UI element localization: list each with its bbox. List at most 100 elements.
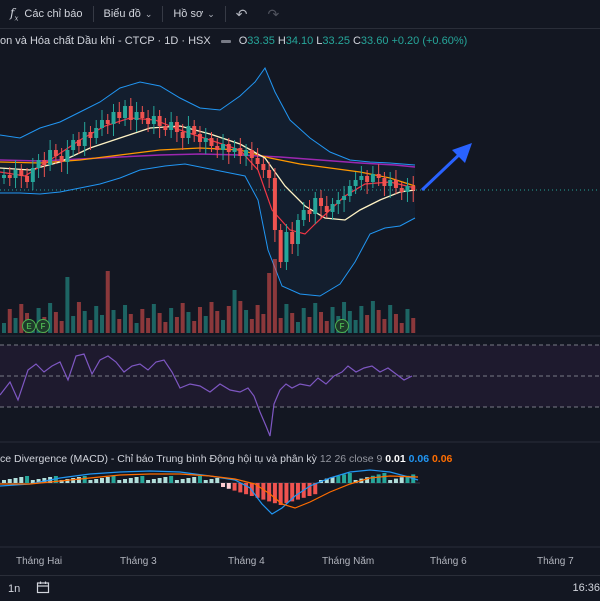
- candle-body: [249, 150, 254, 158]
- macd-histogram-bar: [128, 478, 133, 483]
- event-marker[interactable]: F: [36, 319, 50, 333]
- candle-body: [59, 156, 64, 162]
- volume-bar: [261, 314, 266, 333]
- indicators-button[interactable]: fx Các chỉ báo: [0, 0, 93, 28]
- macd-histogram-bar: [25, 476, 30, 483]
- candle-body: [7, 175, 12, 178]
- macd-histogram-bar: [174, 480, 179, 483]
- chart-type-button[interactable]: Biểu đồ ⌄: [94, 0, 163, 28]
- trend-arrow-icon[interactable]: [420, 143, 472, 192]
- volume-bar: [330, 307, 335, 333]
- clock: 16:36: [572, 582, 600, 594]
- candle-body: [174, 122, 179, 132]
- volume-bar: [209, 302, 214, 333]
- candle-body: [94, 128, 99, 138]
- volume-bar: [376, 310, 381, 333]
- event-marker[interactable]: F: [335, 319, 349, 333]
- macd-histogram-bar: [342, 474, 347, 483]
- volume-bar: [232, 290, 237, 333]
- macd-histogram-bar: [307, 483, 312, 496]
- candle-body: [342, 196, 347, 200]
- volume-bar: [342, 302, 347, 333]
- volume-bar: [82, 311, 87, 333]
- macd-histogram-bar: [284, 483, 289, 504]
- candle-body: [255, 158, 260, 164]
- volume-bar: [94, 306, 99, 333]
- profile-button[interactable]: Hồ sơ ⌄: [163, 0, 224, 28]
- macd-histogram-bar: [221, 483, 226, 487]
- macd-histogram-bar: [330, 477, 335, 483]
- candle-body: [267, 170, 272, 178]
- close-value: 33.60: [360, 35, 389, 47]
- volume-bar: [163, 322, 168, 333]
- collapse-icon[interactable]: [220, 39, 231, 43]
- volume-bar: [388, 305, 393, 333]
- low-label: L: [316, 35, 323, 47]
- macd-histogram-bar: [215, 478, 220, 483]
- redo-button[interactable]: ↷: [257, 0, 289, 28]
- macd-histogram-bar: [19, 477, 24, 483]
- macd-histogram-bar: [347, 473, 352, 483]
- time-label: Tháng 6: [430, 556, 467, 567]
- undo-button[interactable]: ↶: [226, 0, 258, 28]
- time-label: Tháng Hai: [16, 556, 63, 567]
- macd-params: 12 26 close 9: [319, 453, 383, 465]
- volume-bar: [192, 321, 197, 333]
- volume-bar: [48, 303, 53, 333]
- volume-bar: [180, 303, 185, 333]
- event-marker[interactable]: E: [22, 319, 36, 333]
- macd-histogram-bar: [117, 480, 122, 483]
- candle-body: [284, 232, 289, 262]
- volume-bar: [244, 310, 249, 333]
- candle-body: [186, 126, 191, 138]
- open-value: 33.35: [247, 35, 275, 47]
- candle-body: [278, 230, 283, 262]
- volume-bar: [295, 322, 300, 333]
- symbol-title[interactable]: on và Hóa chất Dầu khí - CTCP · 1D · HSX: [0, 35, 211, 47]
- candle-body: [99, 120, 104, 128]
- volume-bar: [267, 273, 272, 333]
- symbol-legend: on và Hóa chất Dầu khí - CTCP · 1D · HSX…: [0, 32, 470, 50]
- macd-histogram-bar: [180, 479, 185, 483]
- function-icon: fx: [10, 5, 19, 23]
- macd-histogram-bar: [82, 476, 87, 483]
- volume-bar: [307, 317, 312, 333]
- time-label: Tháng 4: [228, 556, 265, 567]
- macd-histogram-bar: [59, 480, 64, 483]
- candle-body: [111, 112, 116, 124]
- volume-bar: [99, 315, 104, 333]
- candle-body: [117, 112, 122, 118]
- candle-body: [53, 150, 58, 156]
- candle-body: [382, 178, 387, 186]
- candle-body: [399, 188, 404, 192]
- volume-bar: [174, 317, 179, 333]
- macd-histogram-bar: [192, 477, 197, 483]
- candle-body: [71, 140, 76, 150]
- candlestick-series: [2, 98, 416, 270]
- candle-body: [313, 198, 318, 214]
- macd-histogram-bar: [99, 478, 104, 483]
- macd-histogram-bar: [267, 483, 272, 502]
- macd-histogram-bar: [71, 478, 76, 483]
- rsi-line: [0, 353, 413, 437]
- candle-body: [123, 106, 128, 118]
- candle-body: [36, 160, 41, 168]
- top-toolbar: fx Các chỉ báo Biểu đồ ⌄ Hồ sơ ⌄ ↶ ↷: [0, 0, 600, 29]
- indicators-label: Các chỉ báo: [24, 8, 83, 20]
- macd-title[interactable]: ce Divergence (MACD) - Chỉ báo Trung bìn…: [0, 453, 317, 465]
- toolbar-divider: [162, 6, 164, 22]
- macd-value-3: 0.06: [431, 453, 453, 465]
- volume-bar: [197, 307, 202, 333]
- macd-histogram-bar: [111, 476, 116, 483]
- candle-body: [347, 186, 352, 196]
- time-axis[interactable]: [0, 550, 600, 572]
- candle-body: [244, 150, 249, 156]
- macd-histogram-bar: [353, 480, 358, 483]
- interval-button[interactable]: 1n: [8, 582, 21, 595]
- volume-bar: [117, 319, 122, 333]
- macd-histogram-bar: [13, 478, 18, 483]
- calendar-icon[interactable]: [28, 580, 58, 597]
- volume-bar: [19, 304, 24, 333]
- chevron-down-icon: ⌄: [144, 8, 153, 19]
